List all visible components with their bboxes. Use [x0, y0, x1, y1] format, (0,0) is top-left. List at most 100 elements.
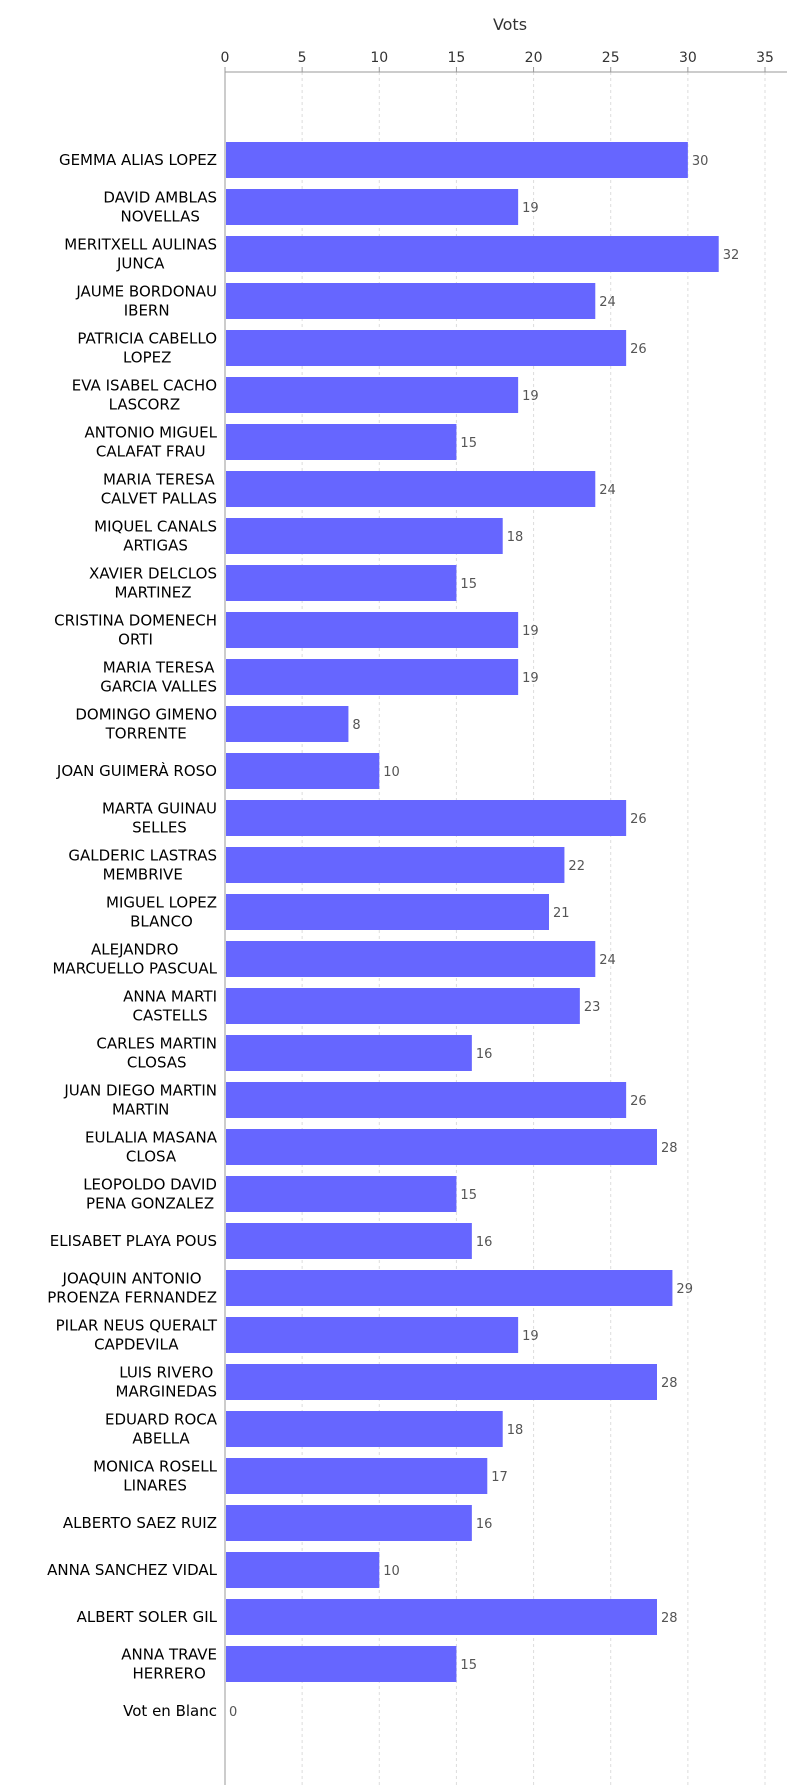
bar	[226, 1411, 503, 1447]
category-label: ELISABET PLAYA POUS	[50, 1232, 217, 1250]
category-label-line: PILAR NEUS QUERALT	[56, 1317, 218, 1335]
bar-value-label: 26	[630, 1094, 647, 1109]
category-label-line: MIQUEL CANALS	[94, 518, 217, 536]
category-label: ALBERT SOLER GIL	[77, 1608, 218, 1626]
bars: 30 19 32 24 26 19 15 24 18 15 19 19 8 10 26 22 21 24 23 16 2…	[226, 142, 739, 1720]
bar	[226, 1223, 472, 1259]
bar-value-label: 15	[460, 436, 477, 451]
category-label-line: MARTA GUINAU	[102, 800, 217, 818]
x-tick-label: 25	[602, 50, 620, 66]
category-label: ANNA SANCHEZ VIDAL	[47, 1561, 218, 1579]
bar-value-label: 19	[522, 624, 539, 639]
category-label-line: CASTELLS	[133, 1007, 208, 1025]
bar	[226, 518, 503, 554]
category-label-line: TORRENTE	[105, 725, 187, 743]
category-label: EDUARD ROCA ABELLA	[105, 1411, 218, 1448]
bar-value-label: 23	[584, 1000, 601, 1015]
category-label: MIQUEL CANALS ARTIGAS	[94, 518, 217, 555]
bar-value-label: 19	[522, 1329, 539, 1344]
x-tick-label: 15	[448, 50, 466, 66]
category-label: EULALIA MASANA CLOSA	[85, 1129, 218, 1166]
category-label-line: MARCUELLO PASCUAL	[52, 960, 217, 978]
category-label-line: ABELLA	[132, 1430, 190, 1448]
bar	[226, 1035, 472, 1071]
category-label-line: GARCIA VALLES	[100, 678, 217, 696]
bar-value-label: 10	[383, 765, 400, 780]
category-label-line: ANNA SANCHEZ VIDAL	[47, 1561, 218, 1579]
category-label-line: Vot en Blanc	[123, 1702, 217, 1720]
category-label-line: LINARES	[123, 1477, 187, 1495]
category-label-line: MIGUEL LOPEZ	[106, 894, 217, 912]
category-label: GALDERIC LASTRAS MEMBRIVE	[68, 847, 217, 884]
category-label: ANTONIO MIGUEL CALAFAT FRAU	[85, 424, 218, 461]
x-tick-label: 30	[679, 50, 697, 66]
bar-value-label: 28	[661, 1376, 678, 1391]
category-label-line: GALDERIC LASTRAS	[68, 847, 217, 865]
category-label-line: ORTI	[118, 631, 153, 649]
bar-value-label: 18	[507, 530, 524, 545]
bar-value-label: 26	[630, 342, 647, 357]
category-label: CARLES MARTIN CLOSAS	[96, 1035, 217, 1072]
category-label-line: ANTONIO MIGUEL	[85, 424, 218, 442]
x-tick-label: 20	[525, 50, 543, 66]
category-label: CRISTINA DOMENECH ORTI	[54, 612, 217, 649]
bar	[226, 1270, 673, 1306]
category-label-line: CRISTINA DOMENECH	[54, 612, 217, 630]
x-tick-label: 35	[756, 50, 774, 66]
category-label: PILAR NEUS QUERALT CAPDEVILA	[56, 1317, 218, 1354]
bar-value-label: 28	[661, 1141, 678, 1156]
bar	[226, 1364, 657, 1400]
bar	[226, 941, 596, 977]
category-label: Vot en Blanc	[123, 1702, 217, 1720]
category-label-line: MERITXELL AULINAS	[64, 236, 217, 254]
bar	[226, 894, 549, 930]
bar-value-label: 0	[229, 1705, 237, 1720]
bar-value-label: 22	[568, 859, 585, 874]
bar-value-label: 30	[692, 154, 709, 169]
category-label: MONICA ROSELL LINARES	[93, 1458, 217, 1495]
category-label: MERITXELL AULINAS JUNCA	[64, 236, 217, 273]
bar	[226, 1505, 472, 1541]
bar	[226, 189, 519, 225]
category-label-line: MARTIN	[112, 1101, 169, 1119]
category-label-line: LOPEZ	[123, 349, 171, 367]
bar	[226, 1552, 380, 1588]
category-label-line: ARTIGAS	[123, 537, 188, 555]
category-label-line: PATRICIA CABELLO	[77, 330, 217, 348]
bar	[226, 988, 580, 1024]
category-label-line: DAVID AMBLAS	[103, 189, 217, 207]
category-label: ALEJANDRO MARCUELLO PASCUAL	[52, 941, 217, 978]
bar	[226, 659, 519, 695]
bar	[226, 236, 719, 272]
category-label: MARTA GUINAU SELLES	[102, 800, 217, 837]
category-label-line: MEMBRIVE	[103, 866, 183, 884]
category-label: GEMMA ALIAS LOPEZ	[59, 151, 217, 169]
category-label-line: EVA ISABEL CACHO	[72, 377, 217, 395]
bar	[226, 1646, 457, 1682]
category-label: ANNA TRAVE HERRERO	[121, 1646, 217, 1683]
bar-value-label: 29	[676, 1282, 693, 1297]
bar-value-label: 16	[476, 1235, 493, 1250]
bar-value-label: 15	[460, 577, 477, 592]
bar-value-label: 26	[630, 812, 647, 827]
bar-value-label: 15	[460, 1658, 477, 1673]
bar-value-label: 24	[599, 483, 616, 498]
category-label-line: SELLES	[132, 819, 187, 837]
bar-value-label: 16	[476, 1047, 493, 1062]
x-tick-label: 0	[221, 50, 230, 66]
category-label: ANNA MARTI CASTELLS	[123, 988, 217, 1025]
bar-value-label: 32	[723, 248, 740, 263]
category-label: DAVID AMBLAS NOVELLAS	[103, 189, 217, 226]
category-label: JOAN GUIMERÀ ROSO	[56, 761, 217, 780]
bar-value-label: 15	[460, 1188, 477, 1203]
bar	[226, 1176, 457, 1212]
category-label-line: CARLES MARTIN	[96, 1035, 217, 1053]
category-label: MIGUEL LOPEZ BLANCO	[106, 894, 217, 931]
bar-value-label: 18	[507, 1423, 524, 1438]
bar-value-label: 8	[352, 718, 360, 733]
bar	[226, 471, 596, 507]
category-label: EVA ISABEL CACHO LASCORZ	[72, 377, 217, 414]
category-label-line: MARIA TERESA	[103, 471, 215, 489]
category-label: MARIA TERESA GARCIA VALLES	[100, 659, 217, 696]
x-axis-title: Vots	[493, 15, 527, 34]
